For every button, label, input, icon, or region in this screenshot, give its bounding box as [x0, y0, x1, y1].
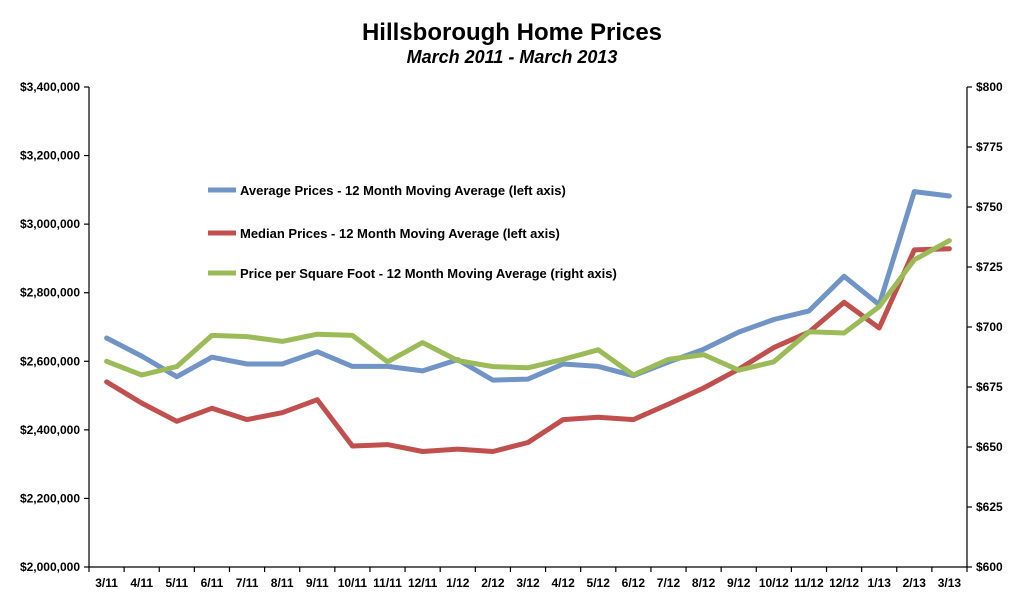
series-lines	[104, 189, 952, 454]
chart-title: Hillsborough Home Prices	[362, 19, 662, 46]
x-tick-label: 7/12	[657, 576, 681, 590]
x-tick-label: 5/12	[587, 576, 611, 590]
right-tick-label: $800	[976, 80, 1003, 94]
right-tick-label: $725	[976, 260, 1003, 274]
right-tick-label: $775	[976, 140, 1003, 154]
x-tick-label: 1/12	[446, 576, 470, 590]
right-axis-ticks: $600 $625 $650 $675 $700 $725 $750 $775 $800	[967, 80, 1003, 574]
left-tick-label: $2,200,000	[20, 491, 80, 505]
x-tick-label: 4/12	[551, 576, 575, 590]
x-tick-label: 7/11	[236, 576, 259, 590]
x-tick-label: 1/13	[868, 576, 892, 590]
left-tick-label: $2,400,000	[20, 423, 80, 437]
x-tick-label: 8/12	[692, 576, 716, 590]
x-tick-label: 6/12	[622, 576, 646, 590]
legend-label-ppsf: Price per Square Foot - 12 Month Moving …	[240, 266, 617, 281]
x-axis-ticks: 3/11 4/11 5/11 6/11 7/11 8/11 9/11 10/11 11/11 12…	[88, 567, 968, 590]
series-line-ppsf	[104, 238, 952, 378]
x-tick-label: 9/12	[727, 576, 751, 590]
legend-label-average: Average Prices - 12 Month Moving Average…	[240, 183, 566, 198]
x-tick-label: 10/12	[759, 576, 789, 590]
right-tick-label: $600	[976, 560, 1003, 574]
legend: Average Prices - 12 Month Moving Average…	[208, 183, 617, 281]
x-tick-label: 6/11	[201, 576, 224, 590]
x-tick-label: 3/12	[516, 576, 540, 590]
left-tick-label: $2,600,000	[20, 354, 80, 368]
x-tick-label: 10/11	[338, 576, 368, 590]
left-tick-label: $3,400,000	[20, 80, 80, 94]
right-tick-label: $750	[976, 200, 1003, 214]
x-tick-label: 4/11	[130, 576, 153, 590]
left-axis-ticks: $2,000,000 $2,200,000 $2,400,000 $2,600,000…	[20, 80, 89, 574]
x-tick-label: 8/11	[271, 576, 294, 590]
left-tick-label: $3,000,000	[20, 217, 80, 231]
x-tick-label: 5/11	[165, 576, 188, 590]
x-tick-label: 12/11	[408, 576, 438, 590]
left-tick-label: $2,800,000	[20, 286, 80, 300]
right-tick-label: $650	[976, 440, 1003, 454]
x-tick-label: 2/13	[903, 576, 927, 590]
left-tick-label: $3,200,000	[20, 149, 80, 163]
x-tick-label: 3/13	[938, 576, 962, 590]
legend-label-median: Median Prices - 12 Month Moving Average …	[240, 226, 560, 241]
x-tick-label: 11/12	[794, 576, 824, 590]
x-tick-label: 9/11	[306, 576, 329, 590]
x-tick-label: 11/11	[373, 576, 402, 590]
x-tick-label: 12/12	[829, 576, 859, 590]
x-tick-label: 3/11	[95, 576, 118, 590]
right-tick-label: $625	[976, 500, 1003, 514]
left-tick-label: $2,000,000	[20, 560, 80, 574]
series-line-average	[104, 189, 952, 383]
chart-subtitle: March 2011 - March 2013	[407, 47, 618, 67]
x-tick-label: 2/12	[481, 576, 505, 590]
right-tick-label: $675	[976, 380, 1003, 394]
right-tick-label: $700	[976, 320, 1003, 334]
